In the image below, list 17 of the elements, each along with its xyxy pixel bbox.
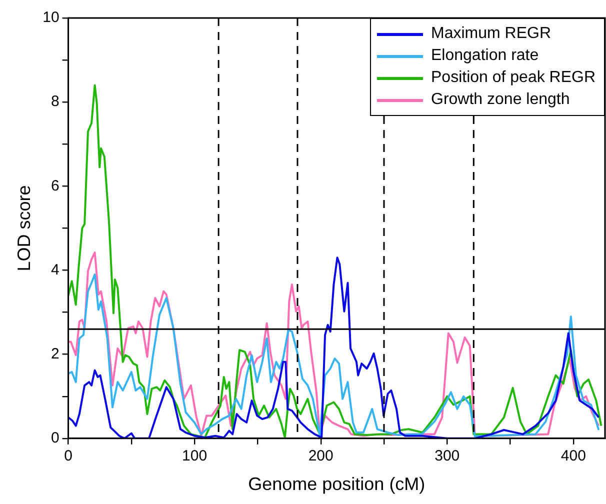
legend-label: Growth zone length	[431, 90, 570, 110]
x-tick-label: 400	[560, 448, 586, 465]
x-tick-label: 300	[434, 448, 460, 465]
y-tick-label: 8	[50, 93, 60, 110]
x-tick-label: 0	[64, 448, 72, 465]
x-tick-label: 200	[308, 448, 334, 465]
y-axis-title: LOD score	[14, 185, 34, 272]
legend-label: Maximum REGR	[431, 24, 552, 44]
y-tick-label: 4	[50, 261, 60, 278]
y-tick-label: 2	[50, 345, 60, 362]
x-tick-label: 100	[182, 448, 208, 465]
legend-label: Elongation rate	[431, 46, 539, 66]
y-tick-label: 6	[50, 177, 60, 194]
y-tick-label: 0	[50, 430, 60, 447]
legend-label: Position of peak REGR	[431, 68, 596, 88]
x-axis-title: Genome position (cM)	[248, 474, 426, 494]
y-tick-label: 10	[42, 9, 60, 26]
